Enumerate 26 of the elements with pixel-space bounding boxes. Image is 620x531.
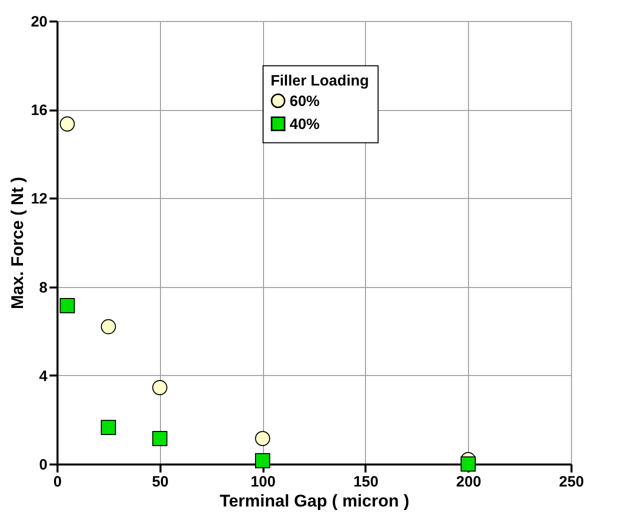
point <box>60 298 75 314</box>
point <box>60 116 75 132</box>
y-tick-label: 12 <box>30 190 48 208</box>
y-tick-label: 0 <box>39 456 48 474</box>
point <box>152 380 168 396</box>
x-axis-title: Terminal Gap ( micron ) <box>220 492 410 510</box>
legend-title: Filler Loading <box>270 72 369 90</box>
x-tick-label: 250 <box>558 474 584 490</box>
point <box>100 420 116 436</box>
point <box>255 453 270 468</box>
x-tick-label: 50 <box>152 474 169 490</box>
point <box>460 456 476 472</box>
x-tick-label: 100 <box>250 474 276 490</box>
y-tick-label: 4 <box>39 368 48 385</box>
x-tick-label: 150 <box>353 474 378 490</box>
y-tick-label: 16 <box>30 102 48 120</box>
point <box>100 319 116 334</box>
x-tick-label: 200 <box>456 474 482 490</box>
x-tick-label: 0 <box>53 474 62 490</box>
legend-label: 40% <box>290 116 320 133</box>
y-axis-title: Max. Force ( Nt ) <box>8 176 27 310</box>
legend-label: 60% <box>290 92 320 110</box>
point <box>152 430 168 446</box>
y-tick-label: 8 <box>39 279 48 296</box>
point <box>255 430 270 446</box>
y-tick-label: 20 <box>30 14 48 30</box>
